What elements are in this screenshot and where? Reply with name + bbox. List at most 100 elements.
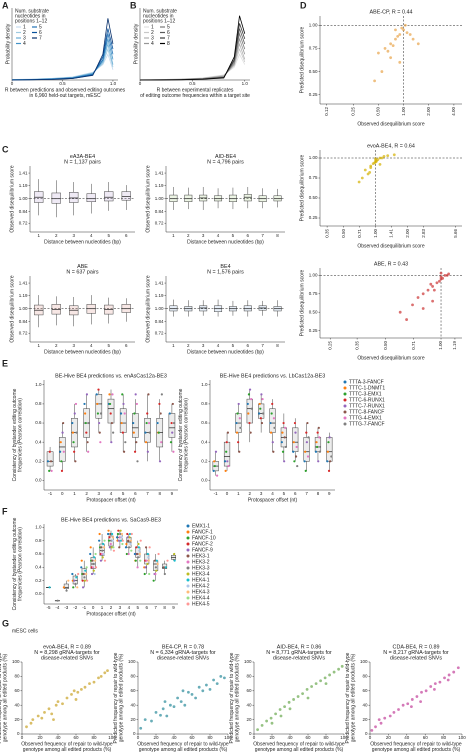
y-axis-label: Predicted disequilibrium score (299, 26, 305, 93)
point (173, 552, 176, 556)
point (259, 407, 262, 410)
point (83, 579, 86, 582)
y-tick-label: 1.19 (19, 183, 28, 188)
point (147, 556, 150, 559)
x-axis-label: genotype among all edited products (%) (372, 747, 461, 753)
legend-label: 7 (167, 35, 170, 41)
x-tick-label: 0.50 (341, 229, 346, 238)
x-tick-label: 7 (305, 491, 308, 496)
point (88, 682, 91, 685)
y-tick-label: 0.8 (35, 538, 42, 543)
legend-label: TTTC-3-EMX1 (349, 391, 382, 397)
line-series (11, 28, 114, 81)
point (212, 469, 215, 472)
point (171, 431, 174, 434)
point (314, 450, 318, 453)
x-tick-label: 0 (253, 735, 256, 740)
x-axis-label: Protospacer offset (nt) (86, 611, 136, 617)
point (81, 586, 85, 589)
point (447, 673, 451, 677)
point (135, 546, 138, 549)
point (197, 685, 201, 689)
x-tick-label: 6 (134, 491, 137, 496)
point (103, 671, 107, 675)
x-tick-label: 40 (171, 735, 177, 740)
x-tick-label: 100 (224, 735, 232, 740)
y-tick-label: 0.4 (35, 565, 42, 570)
point (125, 552, 128, 556)
legend-label: HEK3-3 (192, 565, 210, 571)
point (158, 402, 161, 406)
legend-label: 3 (151, 35, 154, 41)
legend-title: nucleotides in (15, 13, 46, 19)
point (138, 549, 141, 552)
x-tick-label: 2.00 (426, 107, 431, 116)
box (58, 437, 66, 462)
point (327, 441, 330, 444)
point (92, 680, 96, 684)
x-tick-label: 8 (158, 491, 161, 496)
x-tick-label: 5 (137, 605, 140, 610)
point (172, 450, 175, 453)
point (120, 532, 124, 536)
y-tick-label: 80 (130, 674, 136, 679)
x-tick-label: 5.66 (453, 229, 458, 238)
x-tick-label: 1.00 (373, 229, 378, 238)
y-tick-label: 60 (130, 688, 136, 693)
y-tick-label: 1.00 (309, 273, 318, 278)
point (145, 421, 148, 425)
x-tick-label: 6 (125, 233, 128, 238)
point (56, 599, 59, 602)
point (154, 566, 157, 569)
x-axis-label: genotype among all edited products (%) (255, 747, 344, 753)
legend-label: TTTG-4-EMX1 (349, 415, 382, 421)
x-axis-label: Observed disequilibrium score (357, 355, 424, 361)
point (438, 680, 442, 684)
x-tick-label: 0 (139, 81, 142, 86)
point (392, 153, 396, 157)
x-tick-label: 20 (269, 735, 275, 740)
point (133, 412, 136, 415)
point (156, 562, 159, 566)
point (446, 678, 450, 682)
legend-swatch (186, 554, 190, 558)
point (305, 441, 308, 444)
point (48, 469, 51, 472)
point (272, 450, 275, 453)
point (73, 412, 76, 415)
point (398, 33, 402, 36)
y-tick-label: 40 (14, 702, 20, 707)
legend-swatch (343, 404, 347, 408)
y-axis-label: genotype among all edited products (%) (234, 653, 240, 742)
y-tick-label: 0.84 (155, 319, 164, 324)
point (225, 441, 228, 444)
point (274, 712, 277, 716)
x-tick-label: 2 (187, 343, 190, 348)
box (246, 398, 253, 424)
point (144, 441, 148, 444)
point (127, 552, 130, 556)
x-tick-label: 100 (340, 735, 348, 740)
y-axis-label: Predicted disequilibrium score (299, 154, 305, 221)
x-axis-label: Observed disequilibrium score (357, 121, 424, 127)
box (46, 451, 54, 467)
point (130, 532, 133, 536)
legend-swatch (186, 578, 190, 582)
y-tick-label: 0 (365, 731, 368, 736)
point (124, 441, 127, 444)
point (435, 281, 439, 285)
y-tick-label: 100 (12, 659, 20, 664)
y-tick-label: 0.2 (35, 458, 42, 463)
y-tick-label: 0.4 (35, 439, 42, 444)
point (91, 559, 94, 562)
point (84, 569, 87, 572)
x-tick-label: 80 (207, 735, 213, 740)
point (146, 412, 149, 415)
x-tick-label: 100 (108, 735, 116, 740)
point (94, 566, 98, 569)
x-tick-label: 100 (458, 735, 466, 740)
point (237, 441, 240, 444)
legend-swatch (343, 392, 347, 396)
x-tick-label: 4 (271, 491, 274, 496)
x-tick-label: 1.19 (452, 341, 457, 350)
